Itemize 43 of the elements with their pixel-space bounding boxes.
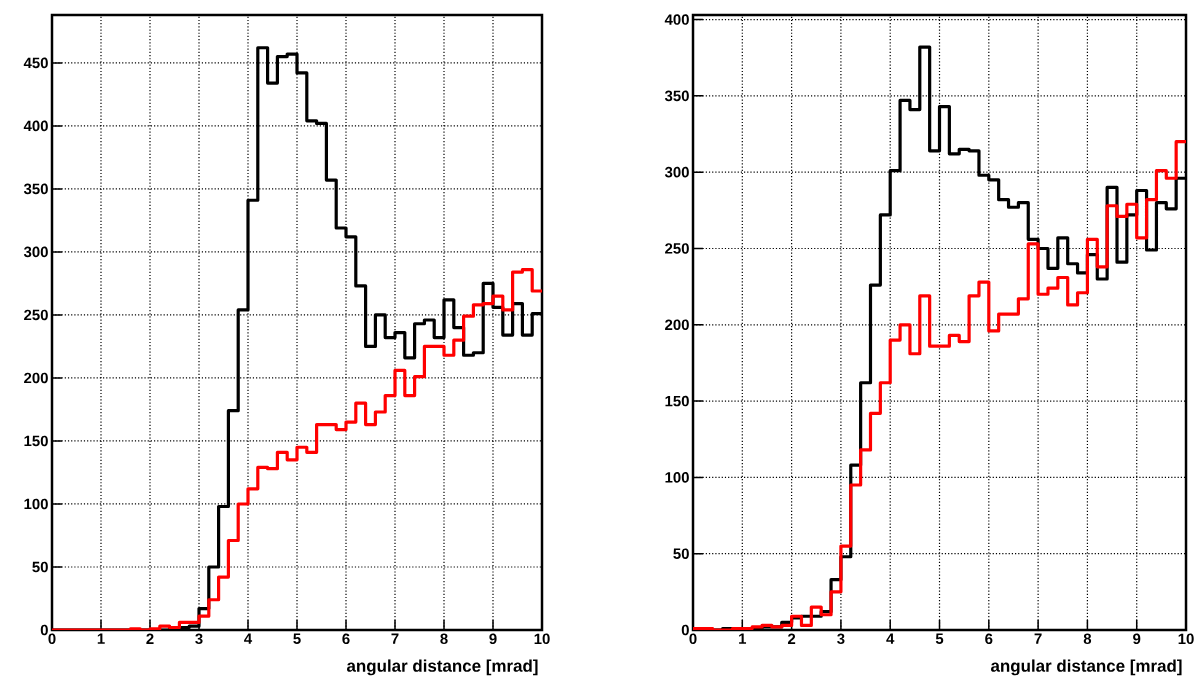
- x-tick-label: 7: [391, 633, 399, 644]
- y-tick-label: 100: [665, 472, 689, 483]
- x-tick-label: 5: [293, 633, 301, 644]
- x-tick-label: 1: [97, 633, 105, 644]
- y-tick-label: 350: [664, 90, 689, 102]
- y-tick-label: 250: [24, 309, 48, 321]
- y-tick-label: 400: [664, 14, 689, 25]
- x-tick-label: 6: [342, 633, 350, 645]
- x-tick-label: 2: [146, 633, 154, 644]
- y-tick-label: 100: [24, 498, 48, 510]
- x-tick-label: 10: [534, 633, 550, 645]
- x-tick-label: 4: [244, 633, 253, 644]
- x-tick-label: 8: [440, 633, 448, 645]
- y-tick-label: 250: [665, 243, 689, 254]
- x-tick-label: 7: [1034, 633, 1042, 644]
- x-tick-label: 8: [1083, 633, 1092, 645]
- y-tick-label: 150: [665, 395, 689, 407]
- y-tick-label: 150: [24, 435, 48, 447]
- x-tick-label: 3: [837, 633, 845, 645]
- y-tick-label: 200: [24, 372, 48, 384]
- x-tick-label: 9: [489, 633, 497, 645]
- x-tick-label: 9: [1133, 633, 1141, 645]
- y-tick-label: 0: [681, 624, 689, 636]
- x-tick-label: 0: [48, 633, 56, 645]
- y-tick-label: 350: [23, 183, 48, 195]
- x-tick-label: 3: [195, 633, 203, 645]
- y-tick-label: 50: [32, 561, 48, 573]
- x-tick-label: 1: [739, 633, 747, 644]
- x-tick-label: 0: [689, 633, 697, 645]
- x-tick-label: 6: [985, 633, 993, 645]
- y-tick-label: 450: [23, 57, 48, 69]
- y-tick-label: 0: [40, 624, 48, 636]
- x-tick-label: 10: [1178, 633, 1194, 645]
- x-axis-title: angular distance [mrad]: [991, 659, 1182, 676]
- x-tick-label: 5: [935, 633, 944, 644]
- y-tick-label: 200: [665, 319, 689, 331]
- y-tick-label: 50: [673, 548, 689, 559]
- x-tick-label: 2: [787, 633, 796, 644]
- y-tick-label: 400: [23, 120, 48, 132]
- x-tick-label: 4: [886, 633, 895, 644]
- y-tick-label: 300: [23, 246, 48, 258]
- y-tick-label: 300: [664, 166, 689, 178]
- x-axis-title: angular distance [mrad]: [346, 659, 538, 676]
